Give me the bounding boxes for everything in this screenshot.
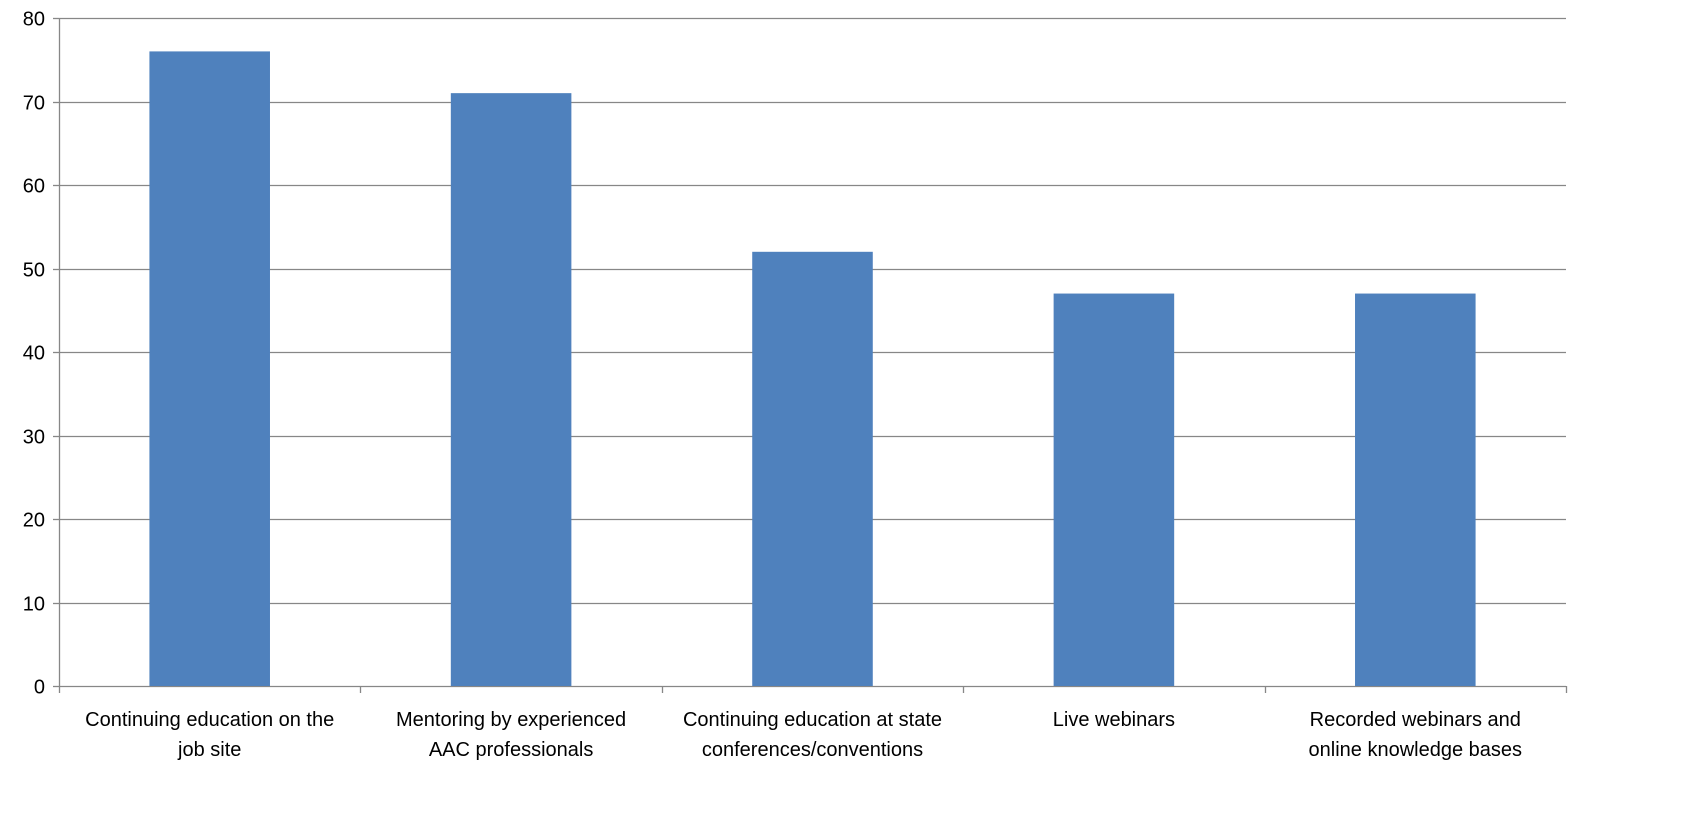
- y-tick-label: 40: [23, 343, 45, 365]
- axes: [53, 17, 1568, 693]
- y-tick-label: 80: [23, 9, 45, 31]
- bar-4: [1053, 293, 1175, 686]
- x-category-label-line: online knowledge bases: [1309, 739, 1523, 761]
- x-category-label-2: Mentoring by experienced AAC professional…: [396, 709, 626, 761]
- bar-2: [450, 93, 572, 686]
- x-category-label-line: AAC professionals: [429, 739, 594, 761]
- bar-1: [149, 51, 270, 686]
- x-category-label-line: Continuing education at state: [683, 709, 942, 731]
- x-category-label-5: Recorded webinars and online knowledge ba…: [1309, 709, 1523, 761]
- x-category-label-line: conferences/conventions: [702, 739, 923, 761]
- y-tick-label: 50: [23, 260, 45, 282]
- bar-3: [752, 251, 873, 687]
- x-category-label-4: Live webinars: [1053, 709, 1175, 731]
- x-category-label-line: Continuing education on the: [85, 709, 334, 731]
- x-category-label-3: Continuing education at state conferences…: [683, 709, 942, 761]
- y-tick-label: 70: [23, 93, 45, 115]
- y-tick-label: 0: [34, 677, 45, 699]
- y-tick-labels: 0 10 20 30 40 50 60 70 80: [23, 9, 45, 699]
- y-tick-label: 10: [23, 594, 45, 616]
- y-tick-label: 20: [23, 510, 45, 532]
- x-category-label-line: Live webinars: [1053, 709, 1175, 731]
- x-category-label-1: Continuing education on the job site: [85, 709, 334, 761]
- bar-5: [1355, 293, 1476, 686]
- y-tick-label: 60: [23, 176, 45, 198]
- x-category-label-line: job site: [177, 739, 241, 761]
- x-category-label-line: Mentoring by experienced: [396, 709, 626, 731]
- y-tick-label: 30: [23, 427, 45, 449]
- x-category-label-line: Recorded webinars and: [1310, 709, 1521, 731]
- bars: [149, 51, 1476, 687]
- x-category-labels: Continuing education on the job site Mento…: [85, 709, 1522, 761]
